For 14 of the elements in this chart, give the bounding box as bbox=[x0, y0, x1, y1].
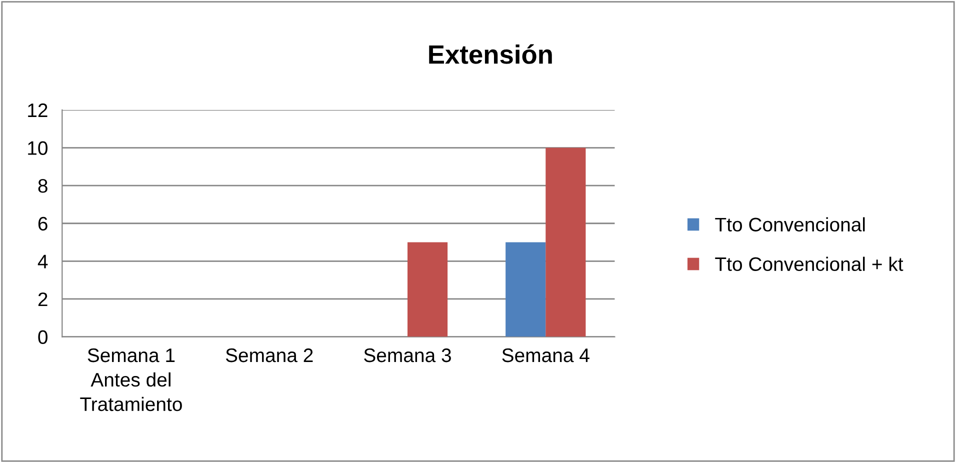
y-tick-label: 2 bbox=[38, 292, 48, 306]
legend-label: Tto Convencional + kt bbox=[715, 256, 904, 272]
y-tick-label: 6 bbox=[38, 216, 48, 231]
x-tick-label: Semana 1 Antes del Tratamiento bbox=[80, 348, 182, 412]
x-tick-label: Semana 2 bbox=[226, 348, 313, 362]
y-tick-label: 10 bbox=[28, 141, 48, 155]
y-tick-label: 8 bbox=[38, 179, 48, 193]
x-tick-label: Semana 3 bbox=[364, 348, 451, 362]
legend-label: Tto Convencional bbox=[715, 217, 865, 232]
y-tick-label: 4 bbox=[38, 254, 48, 268]
x-tick-label: Semana 4 bbox=[502, 348, 590, 362]
chart-title: Extensión bbox=[429, 44, 552, 64]
y-tick-label: 0 bbox=[38, 330, 48, 344]
y-tick-label: 12 bbox=[28, 103, 48, 117]
